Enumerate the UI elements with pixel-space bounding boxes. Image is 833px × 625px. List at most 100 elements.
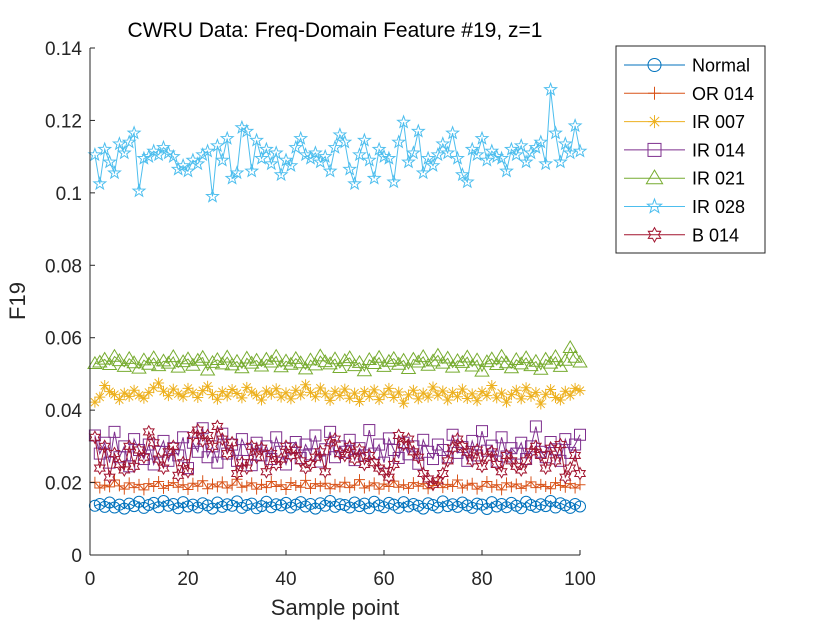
x-tick-label: 100 [564,569,596,590]
data-point [118,387,130,399]
data-point [113,394,125,406]
data-point [574,385,586,397]
data-point [324,483,336,495]
x-tick-label: 60 [373,569,394,590]
data-point [162,390,174,402]
data-point [493,348,510,362]
data-point [407,444,420,459]
data-point [447,386,459,398]
data-point [337,134,353,149]
data-point [363,480,375,492]
data-point [172,468,185,483]
data-point [543,81,559,96]
data-point [270,481,282,493]
data-point [309,450,322,465]
data-point [371,141,387,156]
data-point [480,450,494,465]
data-point [309,478,321,490]
data-point [327,351,343,365]
legend-item-b-014: B 014 [624,225,739,245]
data-point [202,483,214,495]
data-point [285,477,297,489]
data-point [202,380,214,392]
data-point [377,464,391,479]
data-point [363,390,375,402]
chart-title: CWRU Data: Freq-Domain Feature #19, z=1 [128,19,543,42]
data-point [398,397,410,409]
data-point [441,453,454,468]
data-point [197,475,209,487]
data-point [96,351,113,365]
data-point [285,393,297,405]
data-point [410,123,426,138]
data-point [314,382,326,394]
data-point [505,389,517,401]
data-point [158,482,169,494]
data-point [358,497,371,510]
data-point [111,353,128,367]
y-tick-label: 0.06 [45,329,82,350]
data-point [373,438,386,451]
data-point [412,450,425,465]
data-point [314,480,326,492]
data-point [407,497,420,510]
series-ir-028 [87,81,588,203]
legend-item-ir-021: IR 021 [624,169,745,189]
data-point [170,161,186,176]
series-ir-021 [87,340,588,377]
data-point [211,393,223,405]
data-point [452,474,463,486]
data-point [508,147,524,162]
data-point [290,479,302,491]
data-point [152,501,165,514]
data-point [307,145,323,160]
data-point [158,385,169,397]
data-point [216,386,228,398]
data-point [88,499,101,512]
data-point [474,363,490,377]
data-point [393,481,405,493]
data-point [538,156,554,171]
series-normal [88,495,586,516]
data-point [167,383,179,395]
data-point [133,478,145,490]
x-tick-label: 20 [177,569,198,590]
data-point [299,461,312,476]
data-point [523,358,539,372]
data-point [471,395,483,407]
data-point [396,114,412,129]
data-point [366,170,382,185]
data-point [339,383,351,395]
data-point [167,477,179,489]
data-point [459,349,476,363]
data-point [128,384,140,396]
data-point [441,451,454,464]
data-point [454,166,470,182]
plot-axes [89,48,580,556]
data-point [206,502,219,515]
data-point [116,145,132,160]
data-point [219,349,235,363]
data-point [363,424,376,437]
data-point [260,385,272,397]
data-point [148,481,160,493]
data-point [498,355,515,369]
data-point [542,355,559,369]
data-point [466,434,479,447]
data-point [432,389,444,401]
data-point [332,127,348,142]
data-point [554,437,567,452]
data-point [572,143,588,158]
data-point [138,484,150,496]
data-point [319,477,331,489]
data-point [447,481,459,493]
data-point [430,147,446,162]
data-point [400,361,417,375]
data-point [195,147,211,162]
data-point [319,464,332,479]
data-point [199,362,216,376]
data-point [368,455,381,470]
data-point [255,441,268,456]
data-point [346,358,363,372]
x-axis-label: Sample point [271,595,399,620]
